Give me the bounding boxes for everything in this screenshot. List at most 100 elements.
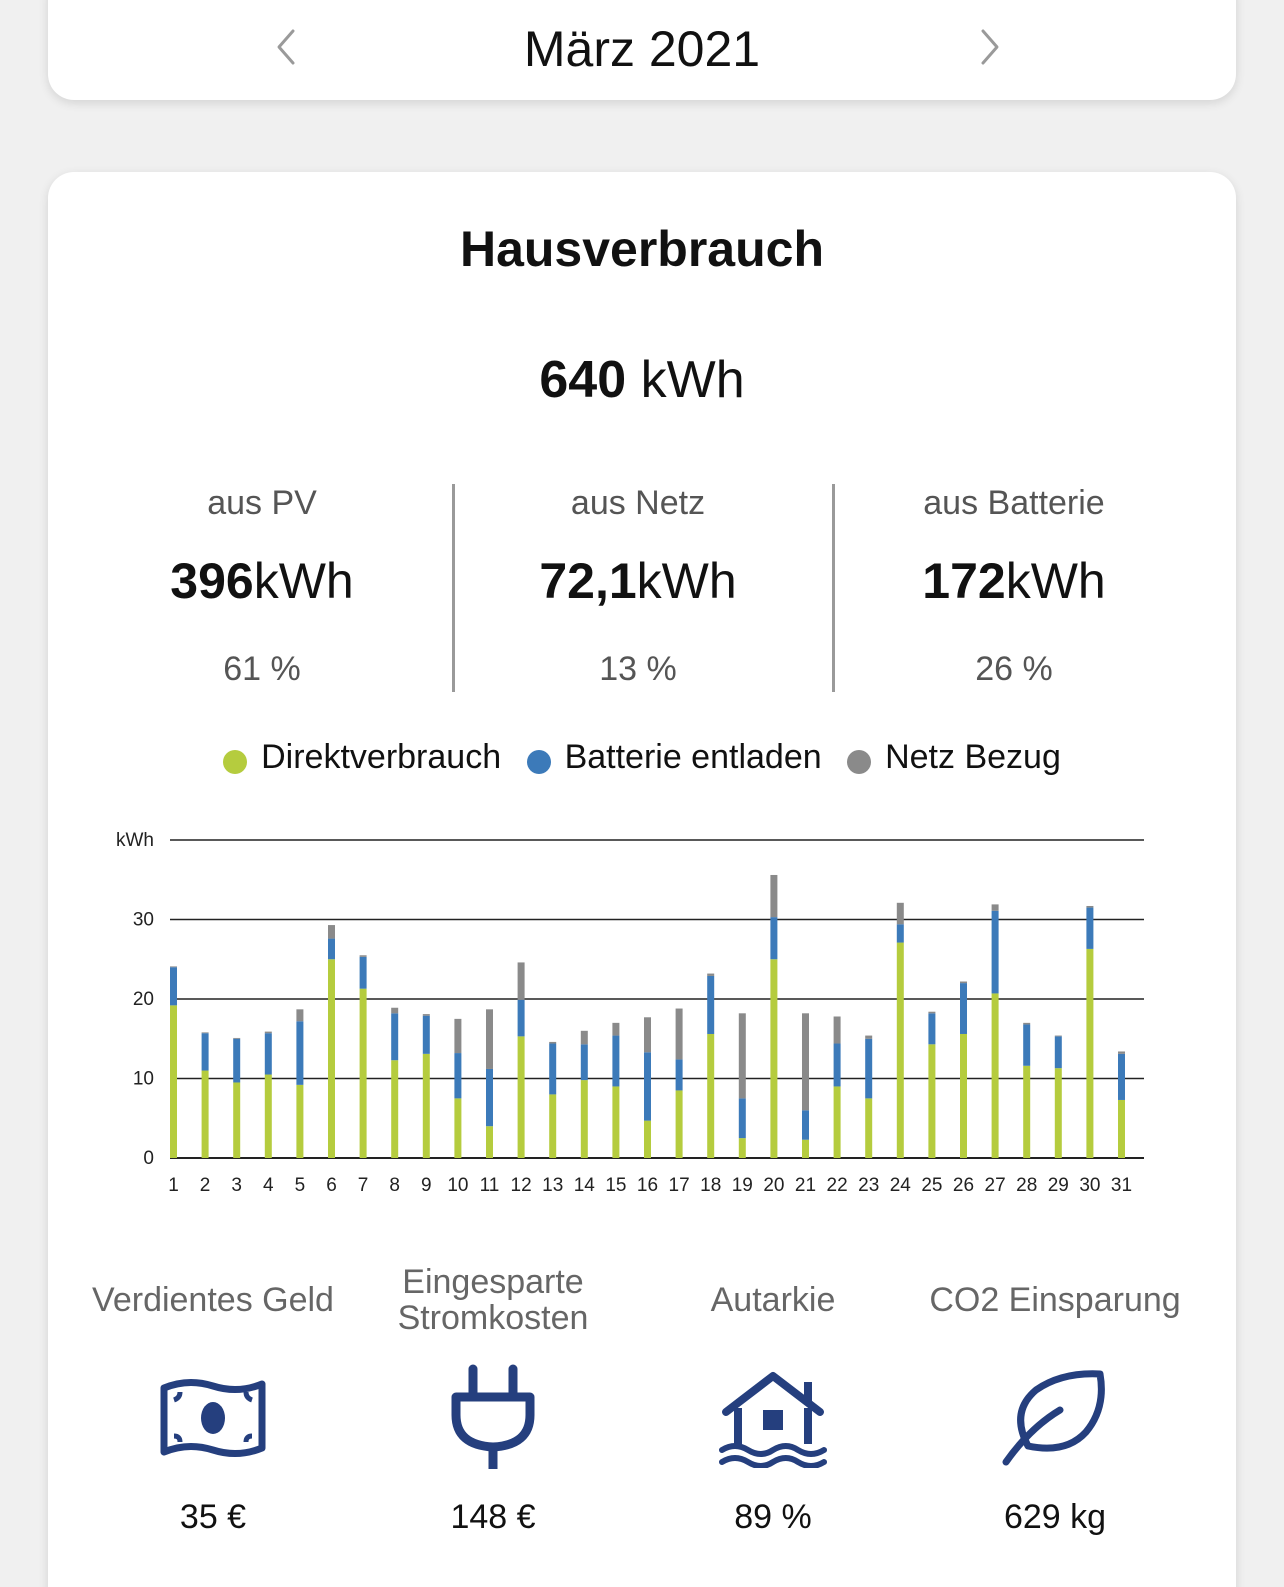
y-tick-label: 20 — [133, 989, 154, 1010]
bar-segment — [802, 1110, 809, 1140]
month-label: März 2021 — [523, 21, 761, 77]
bar-segment — [1054, 1035, 1062, 1037]
x-tick-label: 13 — [542, 1175, 563, 1196]
bar-segment — [1023, 1024, 1031, 1066]
y-axis-label: kWh — [116, 830, 154, 851]
legend-item-battery: Batterie entladen — [526, 738, 822, 777]
bar-segment — [960, 981, 967, 984]
stat-unit: kWh — [636, 553, 737, 609]
chevron-left-icon — [277, 29, 295, 65]
legend-label: Batterie entladen — [564, 738, 822, 776]
next-month-button[interactable] — [970, 22, 1010, 72]
stat-percent: 61 % — [223, 650, 301, 688]
bar-segment — [865, 1098, 873, 1158]
bar-segment — [991, 910, 999, 994]
bar-segment — [201, 1033, 209, 1071]
consumption-card: Hausverbrauch 640 kWh aus PV 396kWh 61 %… — [48, 172, 1236, 1587]
bar-segment — [296, 1021, 304, 1085]
x-tick-label: 8 — [389, 1175, 400, 1196]
y-tick-label: 30 — [133, 910, 154, 931]
bar-segment — [991, 993, 999, 1158]
stat-unit: kWh — [1005, 553, 1106, 609]
x-tick-label: 22 — [827, 1175, 848, 1196]
bar-segment — [675, 1090, 683, 1158]
bar-segment — [1086, 907, 1094, 949]
power-plug-icon — [451, 1364, 535, 1469]
x-tick-label: 7 — [358, 1175, 369, 1196]
stat-from-grid: aus Netz 72,1kWh 13 % — [448, 484, 828, 689]
bar-segment — [1118, 1053, 1125, 1100]
bar-segment — [612, 1022, 620, 1036]
bar-segment — [391, 1013, 399, 1061]
bar-segment — [707, 1033, 715, 1158]
bar-segment — [960, 983, 967, 1034]
bar-segment — [865, 1038, 873, 1099]
bar-segment — [328, 938, 335, 960]
bar-segment — [738, 1098, 746, 1139]
month-selector-card: März 2021 — [48, 0, 1236, 100]
metric-label: CO2 Einsparung — [929, 1281, 1181, 1319]
stat-label: aus Netz — [570, 484, 706, 522]
bar-segment — [422, 1015, 430, 1054]
x-tick-label: 14 — [574, 1175, 596, 1196]
metric-value: 148 € — [450, 1498, 536, 1536]
x-tick-label: 1 — [168, 1175, 179, 1196]
metric-earned-money: Verdientes Geld 35 € — [68, 1262, 358, 1537]
metric-autarky: Autarkie 89 % — [628, 1262, 918, 1537]
stat-value: 396 — [170, 553, 254, 609]
legend-dot — [223, 749, 248, 774]
x-tick-label: 3 — [231, 1175, 242, 1196]
bar-segment — [517, 999, 525, 1037]
bar-segment — [549, 1094, 557, 1158]
bar-segment — [391, 1060, 399, 1158]
divider — [832, 484, 835, 692]
bar-segment — [359, 955, 367, 957]
bar-segment — [422, 1053, 430, 1158]
bar-segment — [201, 1070, 209, 1158]
legend-item-grid: Netz Bezug — [847, 738, 1061, 777]
metric-label: Verdientes Geld — [92, 1281, 334, 1319]
prev-month-button[interactable] — [266, 22, 306, 72]
house-flood-icon — [719, 1372, 827, 1468]
stat-value: 72,1 — [539, 553, 637, 609]
bar-segment — [1054, 1036, 1062, 1069]
bar-segment — [802, 1139, 809, 1158]
legend-label: Netz Bezug — [885, 738, 1061, 776]
bar-segment — [296, 1009, 304, 1022]
bar-segment — [580, 1080, 588, 1158]
bar-segment — [1086, 905, 1094, 908]
stat-label: aus Batterie — [923, 484, 1105, 522]
card-title: Hausverbrauch — [459, 221, 825, 277]
chevron-right-icon — [981, 29, 999, 65]
bar-segment — [896, 902, 904, 925]
bar-segment — [612, 1035, 620, 1087]
bar-segment — [896, 924, 904, 943]
bar-segment — [170, 967, 177, 1006]
bar-segment — [391, 1007, 399, 1014]
stat-percent: 13 % — [599, 650, 677, 688]
metric-value: 35 € — [179, 1498, 247, 1536]
bar-segment — [675, 1059, 683, 1091]
x-tick-label: 28 — [1016, 1175, 1037, 1196]
x-tick-label: 2 — [200, 1175, 211, 1196]
x-tick-label: 31 — [1111, 1175, 1132, 1196]
y-tick-label: 10 — [133, 1069, 154, 1090]
x-tick-label: 16 — [637, 1175, 658, 1196]
stat-unit: kWh — [253, 553, 354, 609]
bar-segment — [1023, 1022, 1031, 1025]
bar-segment — [896, 942, 904, 1158]
bar-segment — [328, 925, 335, 939]
bar-segment — [422, 1014, 430, 1016]
bar-segment — [296, 1084, 304, 1158]
x-tick-label: 18 — [700, 1175, 721, 1196]
bar-segment — [580, 1030, 588, 1045]
bar-segment — [549, 1041, 557, 1044]
bar-segment — [833, 1016, 841, 1044]
bar-segment — [486, 1009, 493, 1069]
bar-segment — [486, 1068, 493, 1127]
bar-segment — [486, 1126, 493, 1158]
legend-dot — [526, 749, 551, 774]
bar-segment — [865, 1035, 873, 1039]
bar-segment — [233, 1082, 241, 1158]
